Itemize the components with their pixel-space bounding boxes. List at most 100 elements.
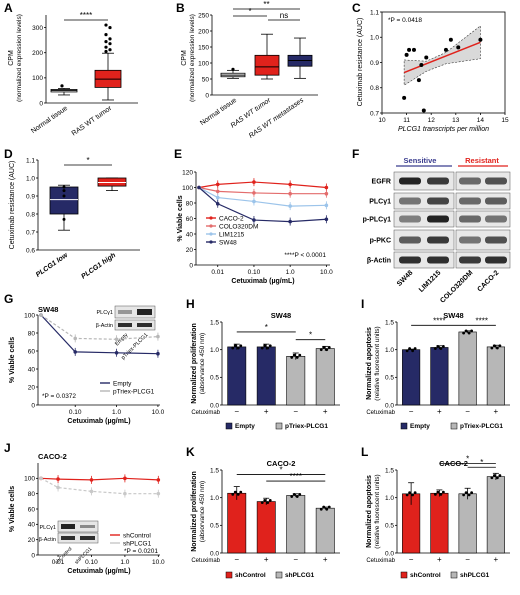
data-point (290, 495, 294, 498)
bar (256, 346, 276, 406)
outlier-point (104, 49, 108, 54)
blot-band (427, 236, 449, 244)
series-marker (215, 195, 220, 200)
scatter-point (478, 37, 483, 42)
legend-label: shPLCG1 (285, 572, 315, 579)
data-point (490, 476, 494, 480)
blot-band (427, 256, 449, 264)
scatter-point (421, 108, 426, 113)
inset-blot-strip (57, 520, 99, 533)
blot-band (427, 177, 449, 185)
y-axis-label-2: (relative fluorescent units) (374, 326, 381, 400)
sig-b2-label: ** (263, 0, 269, 9)
data-point (441, 344, 445, 348)
data-point (298, 492, 302, 496)
data-point (298, 353, 302, 357)
y-tick-label: 0.5 (385, 375, 394, 382)
x-category-label: − (234, 407, 239, 416)
blot-lane-label: SW48 (396, 269, 415, 288)
x-tick-label: 0.01 (52, 559, 65, 566)
blot-band (427, 215, 449, 223)
x-tick-label: 15 (501, 117, 509, 124)
x-category-label: + (323, 555, 328, 564)
scatter-point (443, 47, 448, 52)
y-axis-label: Cetuximab resistance (AUC) (357, 18, 364, 107)
y-tick-label: 0.7 (370, 110, 379, 117)
x-category-label: − (293, 407, 298, 416)
y-tick-label: 250 (198, 12, 209, 19)
series-marker (324, 191, 329, 196)
inset-blot-strip (114, 319, 156, 331)
legend-swatch (450, 571, 458, 579)
sig-b1-label: * (248, 7, 251, 16)
legend-swatch (225, 571, 233, 579)
x-category-label: Normal tissue (30, 105, 69, 135)
legend-marker (209, 224, 213, 228)
sig-l2-label: * (480, 458, 483, 467)
y-tick-label: 0.8 (370, 85, 379, 92)
data-point (441, 490, 445, 494)
series-marker (288, 219, 292, 224)
blot-band (485, 215, 507, 223)
blot-strip (455, 210, 511, 228)
scatter-point (456, 45, 461, 50)
legend-marker (209, 232, 213, 236)
x-category-label: + (494, 555, 499, 564)
legend-label: LIM1215 (219, 232, 245, 239)
panel-title: CACO-2 (267, 459, 296, 468)
legend-label: pTriex-PLCG1 (285, 423, 328, 430)
blot-strip (455, 171, 511, 191)
data-point (263, 499, 267, 502)
data-point (495, 346, 499, 350)
x-category-label: − (409, 407, 414, 416)
outlier-point (108, 25, 112, 30)
data-point (62, 185, 66, 189)
sig-b3-label: ns (280, 11, 288, 20)
inset-row-label: PLCγ1 (39, 525, 56, 531)
data-point (405, 349, 409, 353)
blot-band (427, 197, 449, 205)
series-marker (252, 199, 256, 204)
blot-lane-label: LIM1215 (418, 269, 443, 294)
data-point (492, 344, 496, 348)
sig-k1-label: * (279, 465, 282, 474)
panel-letter-k: K (186, 445, 195, 459)
series-marker (288, 204, 292, 208)
data-point (327, 505, 331, 509)
x-tick-label: 0.10 (69, 409, 82, 416)
y-tick-label: 0.7 (26, 229, 35, 236)
data-point (62, 189, 66, 193)
legend-swatch (275, 571, 283, 579)
blot-band (399, 177, 421, 185)
y-axis-label: Normalized proliferation (191, 323, 198, 404)
blot-band (485, 256, 507, 264)
y-tick-label: 20 (28, 384, 36, 391)
y-tick-label: 1.5 (385, 467, 394, 474)
y-tick-label: 0.8 (26, 211, 35, 218)
data-point (62, 194, 66, 198)
group-label-sensitive: Sensitive (404, 156, 437, 165)
y-tick-label: 1.5 (210, 319, 219, 326)
y-tick-label: 60 (28, 506, 36, 513)
blot-band (459, 256, 481, 264)
y-axis-label: Normalized proliferation (191, 471, 198, 552)
x-category-label: + (494, 407, 499, 416)
y-tick-label: 0.5 (210, 523, 219, 530)
y-axis-label: % Viable cells (177, 195, 184, 241)
scatter-point (448, 37, 453, 42)
data-point (464, 329, 468, 333)
legend-label: shPLCG1 (460, 572, 490, 579)
data-point (290, 356, 294, 359)
blot-strip (393, 251, 455, 269)
y-axis-label-2: (absorvance 450 nm) (199, 333, 206, 394)
outlier-point (108, 42, 112, 46)
x-axis-label: PLCG1 transcripts per million (398, 126, 489, 133)
blot-band (399, 236, 421, 244)
blot-band (459, 215, 481, 223)
x-tick-label: 1.0 (286, 269, 295, 276)
blot-strip (393, 192, 455, 210)
y-tick-label: 0.0 (210, 402, 219, 409)
scatter-point (411, 47, 416, 52)
panel-letter-j: J (4, 441, 11, 455)
series-marker (215, 189, 220, 194)
